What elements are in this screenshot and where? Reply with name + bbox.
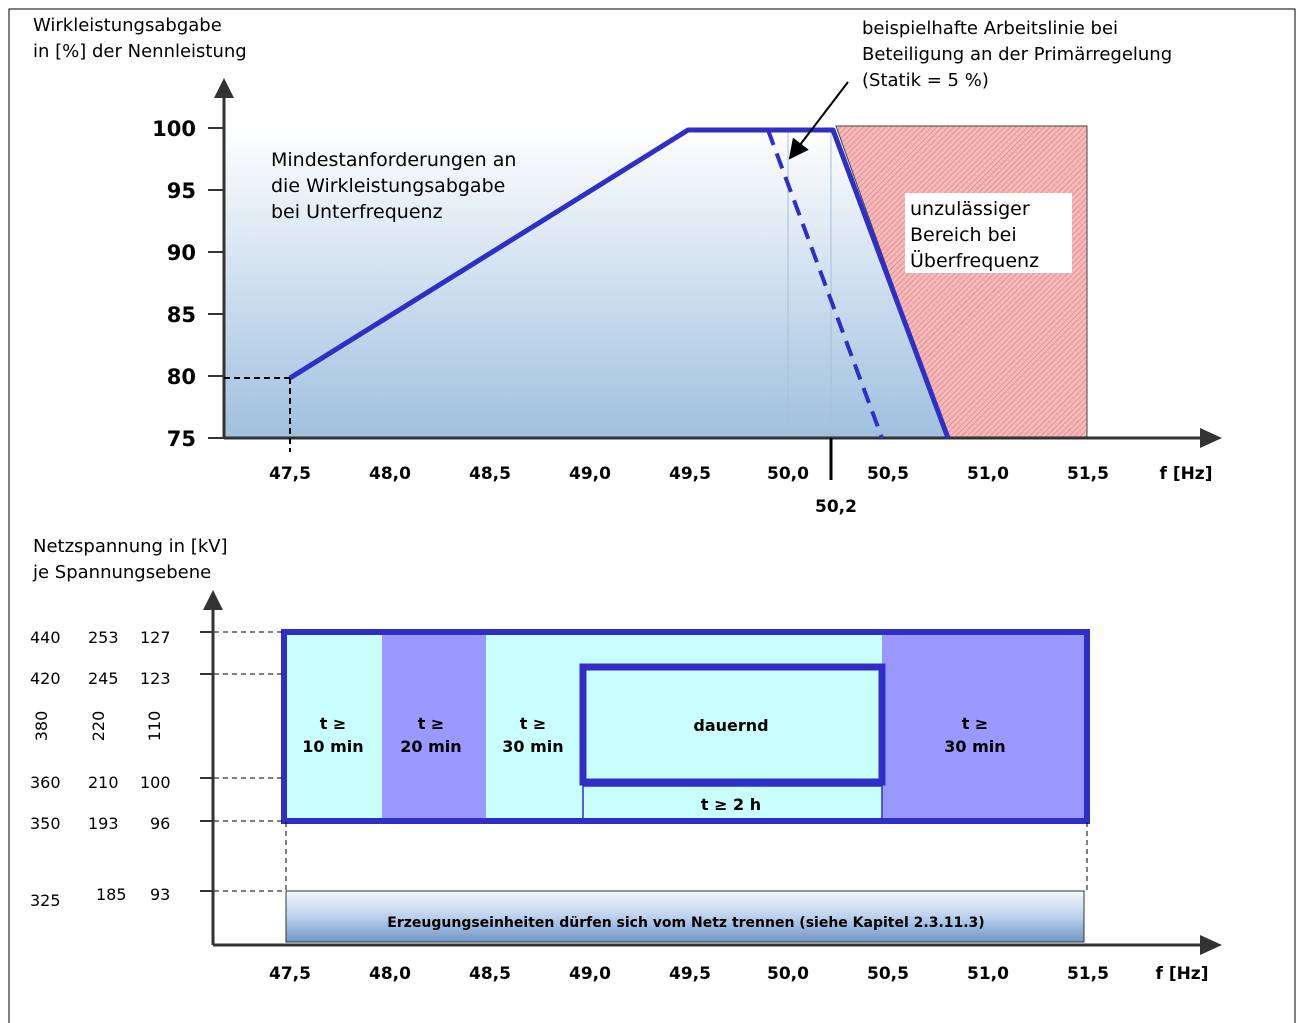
zone-10-label-1: t ≥: [320, 714, 347, 733]
bottom-x-tick-47-5: 47,5: [269, 964, 311, 984]
annotation-line-2: Beteiligung an der Primärregelung: [862, 44, 1172, 65]
top-x-tick-49-5: 49,5: [669, 464, 711, 484]
top-y-label-1: Wirkleistungsabgabe: [33, 15, 222, 36]
bottom-x-tick-51-5: 51,5: [1067, 964, 1109, 984]
continuous-box: [579, 663, 886, 786]
top-x-tick-50-0: 50,0: [767, 464, 809, 484]
zone-continuous-label: dauernd: [693, 716, 768, 735]
volt-93: 93: [150, 885, 170, 904]
top-x-tick-51-0: 51,0: [967, 464, 1009, 484]
y-tick-85: 85: [167, 303, 196, 327]
volt-110: 110: [145, 711, 164, 742]
min-req-line-1: Mindestanforderungen an: [271, 149, 516, 171]
bottom-x-tick-50-0: 50,0: [767, 964, 809, 984]
x-axis-arrow-top: [1200, 428, 1222, 448]
zone-2h: [582, 785, 883, 822]
min-req-line-3: bei Unterfrequenz: [271, 201, 443, 223]
top-x-unit: f [Hz]: [1160, 464, 1213, 484]
bottom-x-tick-48-0: 48,0: [369, 964, 411, 984]
page-frame: [8, 8, 1296, 1023]
top-x-tick-50-5: 50,5: [867, 464, 909, 484]
bottom-x-tick-49-5: 49,5: [669, 964, 711, 984]
volt-220: 220: [89, 711, 108, 742]
example-droop-line: [766, 129, 884, 439]
volt-440: 440: [30, 628, 61, 647]
y-tick-80: 80: [167, 365, 196, 389]
x-axis-arrow-bottom: [1200, 935, 1222, 955]
marker-50-2-label: 50,2: [815, 497, 857, 517]
main-characteristic-line: [288, 127, 951, 439]
volt-350: 350: [30, 814, 61, 833]
y-axis-arrow-top: [214, 78, 234, 98]
top-y-label-2: in [%] der Nennleistung: [33, 41, 247, 62]
top-x-tick-48-0: 48,0: [369, 464, 411, 484]
y-tick-100: 100: [152, 117, 196, 141]
zone-30a-label-1: t ≥: [520, 714, 547, 733]
annotation-line-3: (Statik = 5 %): [862, 70, 989, 91]
bottom-x-tick-48-5: 48,5: [469, 964, 511, 984]
volt-96: 96: [150, 814, 170, 833]
zone-10min: [286, 633, 382, 821]
volt-325: 325: [30, 891, 61, 910]
top-x-tick-49-0: 49,0: [569, 464, 611, 484]
zone-30b-label-1: t ≥: [962, 714, 989, 733]
y-tick-75: 75: [167, 427, 196, 451]
zone-20-label-1: t ≥: [418, 714, 445, 733]
zone-30min-high: [882, 633, 1087, 821]
volt-100: 100: [140, 773, 171, 792]
forbidden-line-1: unzulässiger: [910, 198, 1030, 220]
allowed-area: [224, 128, 950, 438]
zone-30b-label-2: 30 min: [944, 737, 1005, 756]
bottom-y-label-1: Netzspannung in [kV]: [33, 536, 228, 557]
bottom-chart: Netzspannung in [kV] je Spannungsebene 4…: [30, 536, 1222, 984]
bottom-x-tick-51-0: 51,0: [967, 964, 1009, 984]
zone-20-label-2: 20 min: [400, 737, 461, 756]
zone-2h-label: t ≥ 2 h: [701, 795, 761, 814]
volt-360: 360: [30, 773, 61, 792]
volt-380: 380: [32, 711, 51, 742]
forbidden-label-bg: [905, 193, 1072, 273]
volt-193: 193: [88, 814, 119, 833]
volt-253: 253: [88, 628, 119, 647]
volt-420: 420: [30, 669, 61, 688]
volt-245: 245: [88, 669, 119, 688]
annotation-line-1: beispielhafte Arbeitslinie bei: [862, 18, 1118, 39]
volt-123: 123: [140, 669, 171, 688]
disconnect-text: Erzeugungseinheiten dürfen sich vom Netz…: [387, 915, 984, 931]
zone-10-label-2: 10 min: [302, 737, 363, 756]
voltage-band-box: [281, 629, 1090, 824]
top-chart: Wirkleistungsabgabe in [%] der Nennleist…: [33, 15, 1222, 517]
top-x-tick-47-5: 47,5: [269, 464, 311, 484]
top-x-tick-48-5: 48,5: [469, 464, 511, 484]
bottom-x-unit: f [Hz]: [1156, 964, 1209, 984]
volt-210: 210: [88, 773, 119, 792]
top-x-tick-51-5: 51,5: [1067, 464, 1109, 484]
min-req-line-2: die Wirkleistungsabgabe: [271, 175, 505, 197]
y-tick-95: 95: [167, 179, 196, 203]
disconnect-bar: [285, 890, 1085, 943]
y-axis-arrow-bottom: [203, 590, 223, 610]
bottom-x-tick-49-0: 49,0: [569, 964, 611, 984]
forbidden-line-3: Überfrequenz: [910, 249, 1039, 272]
y-tick-90: 90: [167, 241, 196, 265]
volt-127: 127: [140, 628, 171, 647]
bottom-y-label-2: je Spannungsebene: [32, 562, 211, 583]
zone-20min: [382, 633, 486, 821]
forbidden-line-2: Bereich bei: [910, 224, 1017, 246]
volt-185: 185: [96, 885, 127, 904]
zone-30a-label-2: 30 min: [502, 737, 563, 756]
bottom-x-tick-50-5: 50,5: [867, 964, 909, 984]
annotation-arrow: [788, 81, 849, 160]
